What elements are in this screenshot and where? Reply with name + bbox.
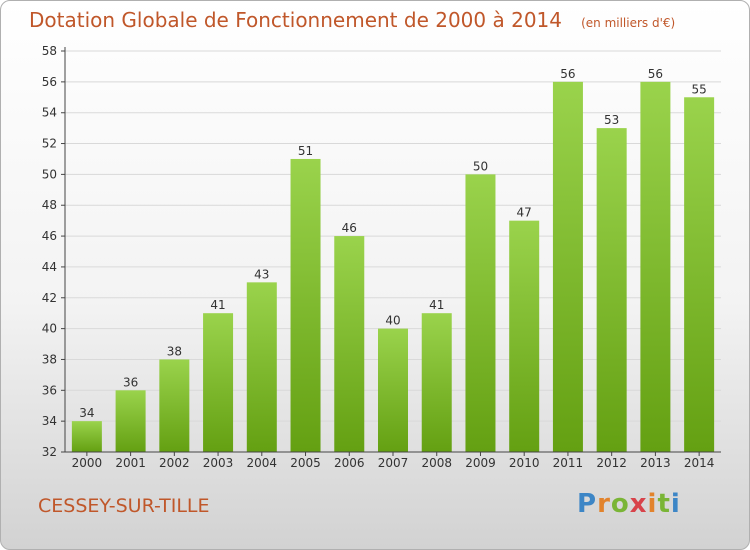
bar [684,97,715,453]
bar [246,282,277,452]
y-tick-label: 36 [42,383,57,397]
x-tick-label: 2000 [72,456,103,470]
bar-value-label: 56 [560,67,575,81]
bar-value-label: 55 [691,82,706,96]
y-tick-label: 38 [42,352,57,366]
bar [378,328,408,452]
bar-value-label: 41 [210,298,225,312]
y-tick-label: 50 [42,167,57,181]
axes: 32 34 36 38 40 42 44 46 48 50 52 54 56 58 2000 2001 2002… [42,44,721,470]
x-tick-label: 2010 [509,456,540,470]
y-tick-label: 44 [42,260,57,274]
commune-name: CESSEY-SUR-TILLE [38,495,210,517]
x-tick-label: 2006 [334,456,365,470]
x-tick-label: 2001 [115,456,146,470]
unit-note: (en milliers d'€) [581,16,676,30]
y-tick-label: 42 [42,291,57,305]
title-text: Dotation Globale de Fonctionnement de 20… [29,8,562,32]
bar-value-label: 36 [123,375,138,389]
bar [552,81,583,452]
y-tick-label: 46 [42,229,57,243]
bar [509,220,540,452]
logo-letter: i [647,489,658,519]
bar [290,158,321,452]
bar [115,390,146,452]
bar-value-label: 41 [429,298,444,312]
bar-value-label: 40 [385,314,400,328]
x-tick-label: 2003 [203,456,234,470]
x-tick-label: 2009 [465,456,496,470]
y-tick-label: 58 [42,44,57,58]
bar-value-label: 34 [79,406,94,420]
proxiti-logo: Proxiti [577,489,681,519]
y-tick-label: 54 [42,106,57,120]
bar [71,421,102,452]
bar-value-label: 56 [648,67,663,81]
bar [596,128,627,452]
bar [465,174,496,452]
x-tick-label: 2007 [378,456,409,470]
x-tick-label: 2014 [684,456,715,470]
x-tick-label: 2011 [553,456,584,470]
x-tick-label: 2004 [247,456,278,470]
y-tick-label: 56 [42,75,57,89]
bar [640,81,671,452]
bar [203,313,234,452]
x-tick-label: 2002 [159,456,190,470]
y-tick-label: 32 [42,445,57,459]
bar-value-label: 53 [604,113,619,127]
bar-value-label: 51 [298,144,313,158]
bar-value-label: 50 [473,159,488,173]
chart-title: Dotation Globale de Fonctionnement de 20… [29,8,675,32]
bar-value-label: 38 [167,344,182,358]
bars: 34 36 38 41 43 51 46 40 41 50 47 56 53 56 55 [71,67,715,453]
logo-letter: P [577,489,598,519]
x-tick-label: 2005 [290,456,321,470]
logo-letter: x [629,489,648,519]
logo-letter: i [670,489,681,519]
y-tick-label: 34 [42,414,57,428]
y-tick-label: 52 [42,137,57,151]
bar [159,359,190,452]
bar [334,236,365,452]
logo-letter: r [597,489,611,519]
bar-value-label: 47 [517,206,532,220]
logo-letter: t [657,489,671,519]
x-tick-label: 2013 [640,456,671,470]
bar [421,313,452,452]
logo-letter: o [610,489,630,519]
y-tick-label: 48 [42,198,57,212]
bar-value-label: 43 [254,267,269,281]
x-tick-label: 2012 [596,456,627,470]
bar-value-label: 46 [342,221,357,235]
y-tick-label: 40 [42,322,57,336]
x-tick-label: 2008 [421,456,452,470]
